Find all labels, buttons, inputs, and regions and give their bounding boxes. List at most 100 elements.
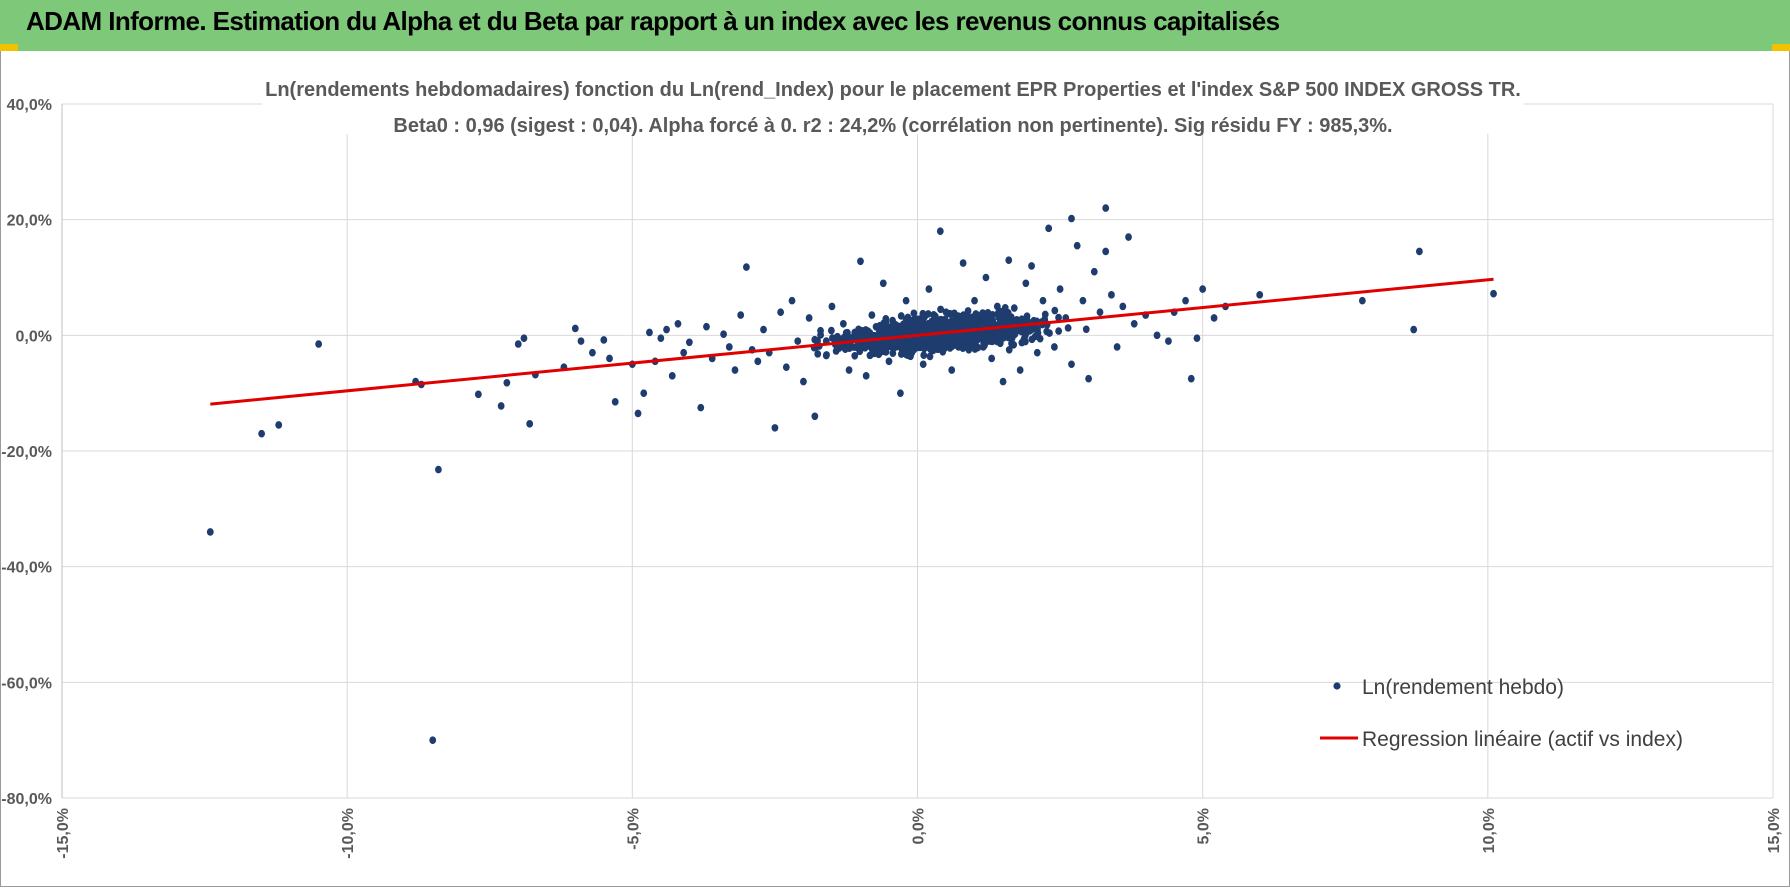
data-point bbox=[1068, 214, 1075, 223]
data-point bbox=[1085, 374, 1092, 383]
data-point bbox=[1039, 296, 1047, 305]
data-point bbox=[814, 350, 822, 358]
data-point bbox=[882, 314, 890, 323]
data-point bbox=[754, 357, 762, 366]
data-point bbox=[1007, 328, 1015, 337]
data-point bbox=[1036, 334, 1044, 343]
data-point bbox=[1004, 312, 1012, 320]
data-point bbox=[885, 357, 893, 366]
data-point bbox=[919, 360, 927, 369]
data-point bbox=[697, 403, 705, 412]
data-point bbox=[1005, 256, 1013, 264]
data-point bbox=[275, 421, 283, 429]
data-point bbox=[832, 347, 840, 355]
data-point bbox=[1082, 325, 1090, 334]
data-point bbox=[957, 318, 965, 327]
y-tick-label: 0,0% bbox=[16, 328, 52, 345]
data-point bbox=[435, 465, 442, 474]
data-point bbox=[915, 337, 923, 346]
y-tick-label: 20,0% bbox=[7, 213, 52, 230]
data-point bbox=[924, 310, 932, 318]
data-point bbox=[904, 313, 912, 322]
y-tick-label: -20,0% bbox=[1, 444, 52, 461]
data-point bbox=[1358, 296, 1366, 305]
data-point bbox=[889, 349, 897, 357]
data-point bbox=[771, 424, 779, 432]
regression-layer bbox=[210, 277, 1494, 406]
chart-title-line2: Beta0 : 0,96 (sigest : 0,04). Alpha forc… bbox=[393, 115, 1392, 137]
data-point bbox=[1193, 334, 1201, 343]
data-point bbox=[954, 312, 962, 320]
data-point bbox=[964, 307, 972, 315]
data-point bbox=[919, 325, 927, 334]
data-point bbox=[971, 333, 979, 342]
data-point bbox=[844, 332, 852, 341]
x-tick-label: -5,0% bbox=[625, 808, 642, 850]
data-point bbox=[925, 285, 933, 293]
data-point bbox=[920, 351, 928, 360]
data-point bbox=[577, 337, 585, 345]
corner-accent-top-left bbox=[0, 44, 18, 51]
data-point bbox=[1125, 233, 1132, 241]
data-point bbox=[1182, 296, 1189, 305]
data-point bbox=[839, 319, 847, 328]
data-point bbox=[862, 372, 870, 380]
data-point bbox=[725, 343, 733, 351]
data-point bbox=[1415, 247, 1423, 256]
data-point bbox=[663, 325, 670, 334]
data-point bbox=[948, 322, 956, 331]
data-point bbox=[258, 429, 266, 438]
data-point bbox=[600, 336, 608, 344]
data-point bbox=[1165, 337, 1172, 345]
legend-label-regression: Regression linéaire (actif vs index) bbox=[1362, 728, 1683, 751]
data-point bbox=[907, 344, 914, 353]
data-point bbox=[823, 351, 830, 359]
data-point bbox=[1028, 262, 1035, 270]
data-point bbox=[885, 326, 893, 335]
data-point bbox=[828, 302, 836, 311]
data-point bbox=[937, 305, 945, 314]
y-tick-label: 40,0% bbox=[7, 97, 52, 114]
data-point bbox=[777, 308, 785, 317]
data-point bbox=[811, 412, 819, 421]
data-point bbox=[737, 311, 745, 319]
data-point bbox=[870, 331, 878, 340]
data-point bbox=[1199, 285, 1207, 293]
data-point bbox=[503, 378, 511, 387]
points-layer bbox=[206, 204, 1497, 744]
data-point bbox=[950, 335, 958, 344]
data-point bbox=[1153, 331, 1161, 340]
data-point bbox=[866, 351, 874, 360]
data-point bbox=[634, 409, 642, 418]
data-point bbox=[474, 390, 482, 399]
x-tick-label: 5,0% bbox=[1196, 808, 1213, 844]
data-point bbox=[805, 314, 813, 322]
data-point bbox=[1051, 306, 1059, 315]
chart-frame bbox=[0, 51, 1790, 887]
data-point bbox=[680, 348, 688, 357]
legend: Ln(rendement hebdo) Regression linéaire … bbox=[1320, 676, 1683, 751]
data-point bbox=[1410, 325, 1418, 334]
data-point bbox=[315, 340, 323, 348]
data-point bbox=[985, 314, 992, 322]
data-point bbox=[1064, 324, 1072, 332]
data-point bbox=[939, 336, 947, 344]
data-point bbox=[814, 336, 821, 345]
data-point bbox=[1043, 327, 1051, 336]
data-point bbox=[1022, 279, 1030, 288]
data-point bbox=[937, 322, 945, 330]
data-point bbox=[497, 402, 505, 410]
data-point bbox=[926, 352, 934, 361]
data-point bbox=[979, 331, 987, 340]
data-point bbox=[902, 296, 910, 305]
data-point bbox=[1000, 329, 1008, 337]
y-tick-label: -80,0% bbox=[1, 791, 52, 808]
data-point bbox=[1050, 343, 1058, 351]
data-point bbox=[1045, 224, 1053, 233]
data-point bbox=[1056, 285, 1064, 293]
data-point bbox=[703, 322, 710, 331]
data-point bbox=[1010, 304, 1018, 312]
data-point bbox=[788, 296, 796, 305]
data-point bbox=[910, 309, 918, 318]
